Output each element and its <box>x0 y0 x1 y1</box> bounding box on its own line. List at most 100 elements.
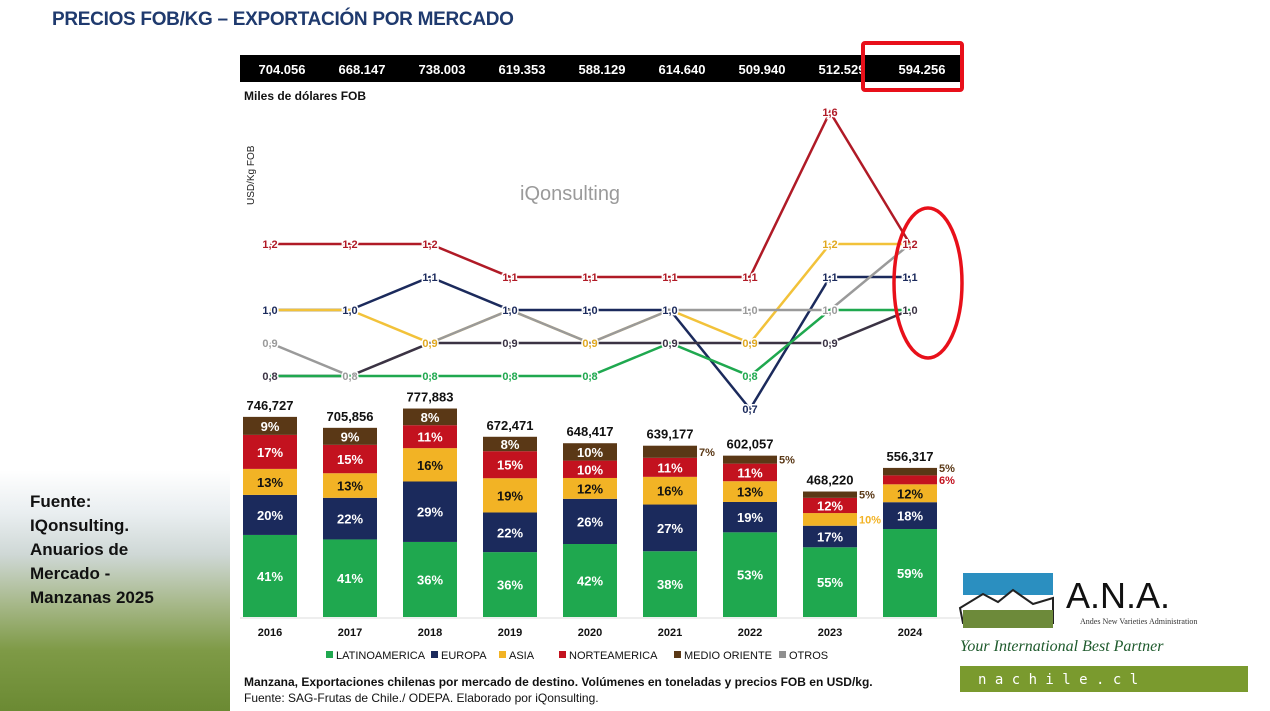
legend-swatch-europa <box>431 651 438 658</box>
bar-segment-norteamerica-2020 <box>563 460 617 478</box>
bar-label: 55% <box>817 575 843 590</box>
bar-segment-medio-oriente-2017 <box>323 427 377 445</box>
legend-swatch-latinoamerica <box>326 651 333 658</box>
line-point-label: 0,8 <box>502 371 517 383</box>
bar-segment-medio-oriente-2022 <box>723 455 777 464</box>
bar-label: 26% <box>577 514 603 529</box>
x-tick-2019: 2019 <box>498 627 522 639</box>
chart-caption: Manzana, Exportaciones chilenas por merc… <box>244 675 873 689</box>
line-point-label: 1,0 <box>662 305 677 317</box>
legend-label: NORTEAMERICA <box>569 650 658 662</box>
bar-label: 36% <box>417 572 443 587</box>
logo-url: n a c h i l e . c l <box>978 672 1138 688</box>
bar-label: 59% <box>897 566 923 581</box>
bar-label: 36% <box>497 578 523 593</box>
bar-total-2020: 648,417 <box>567 424 614 439</box>
bar-segment-asia-2022 <box>723 481 777 502</box>
bar-segment-medio-oriente-2019 <box>483 436 537 452</box>
bar-segment-latinoamerica-2018 <box>403 541 457 617</box>
bar-segment-latinoamerica-2016 <box>243 534 297 617</box>
x-tick-2021: 2021 <box>658 627 682 639</box>
x-tick-2020: 2020 <box>578 627 602 639</box>
line-point-label: 1,2 <box>342 239 357 251</box>
x-tick-2018: 2018 <box>418 627 442 639</box>
line-point-label: 1,1 <box>742 272 757 284</box>
bar-label: 11% <box>657 460 683 475</box>
bar-label: 11% <box>737 465 763 480</box>
bar-label: 13% <box>737 485 763 500</box>
bar-total-2023: 468,220 <box>807 473 854 488</box>
bar-segment-medio-oriente-2020 <box>563 443 617 461</box>
legend-label: OTROS <box>789 650 828 662</box>
line-point-label: 0,9 <box>502 338 517 350</box>
bar-segment-europa-2020 <box>563 498 617 545</box>
bar-segment-asia-2018 <box>403 448 457 482</box>
bar-label: 6% <box>939 475 955 487</box>
x-tick-2024: 2024 <box>898 627 923 639</box>
line-point-label: 0,8 <box>342 371 357 383</box>
bar-segment-latinoamerica-2024 <box>883 529 937 617</box>
bar-segment-latinoamerica-2020 <box>563 544 617 617</box>
bar-label: 20% <box>257 508 283 523</box>
bar-label: 12% <box>897 486 923 501</box>
bar-segment-latinoamerica-2023 <box>803 547 857 617</box>
bar-label: 5% <box>939 463 955 475</box>
bar-segment-norteamerica-2021 <box>643 457 697 477</box>
bar-label: 13% <box>257 475 283 490</box>
bar-segment-medio-oriente-2023 <box>803 491 857 498</box>
x-tick-2022: 2022 <box>738 627 762 639</box>
bar-segment-latinoamerica-2022 <box>723 532 777 617</box>
line-point-label: 1,1 <box>422 272 437 284</box>
line-point-label: 1,2 <box>902 239 917 251</box>
strip-value-2022: 509.940 <box>739 62 786 77</box>
bar-label: 17% <box>817 530 843 545</box>
line-point-label: 1,0 <box>502 305 517 317</box>
bar-segment-europa-2018 <box>403 481 457 542</box>
y-axis-label: USD/Kg FOB <box>246 145 257 205</box>
line-point-label: 0,8 <box>742 371 757 383</box>
legend-label: LATINOAMERICA <box>336 650 426 662</box>
legend-swatch-asia <box>499 651 506 658</box>
bar-label: 8% <box>421 410 440 425</box>
legend-swatch-norteamerica <box>559 651 566 658</box>
bar-label: 42% <box>577 574 603 589</box>
line-point-label: 1,2 <box>262 239 277 251</box>
bar-total-2022: 602,057 <box>727 437 774 452</box>
line-point-label: 1,0 <box>342 305 357 317</box>
line-point-label: 1,0 <box>902 305 917 317</box>
x-tick-2023: 2023 <box>818 627 842 639</box>
line-point-label: 0,9 <box>262 338 277 350</box>
legend-label: ASIA <box>509 650 535 662</box>
line-point-label: 1,1 <box>502 272 517 284</box>
line-point-label: 0,8 <box>422 371 437 383</box>
x-tick-2016: 2016 <box>258 627 282 639</box>
logo-name: A.N.A. <box>1066 575 1170 616</box>
bar-segment-asia-2023 <box>803 513 857 526</box>
bar-segment-asia-2016 <box>243 468 297 495</box>
line-point-label: 1,0 <box>822 305 837 317</box>
bar-total-2019: 672,471 <box>487 418 534 433</box>
bar-segment-asia-2021 <box>643 476 697 505</box>
strip-title: Miles de dólares FOB <box>244 89 366 103</box>
bar-label: 41% <box>337 571 363 586</box>
bar-segment-latinoamerica-2017 <box>323 539 377 617</box>
highlight-box <box>861 41 964 92</box>
bar-segment-norteamerica-2017 <box>323 444 377 474</box>
line-point-label: 0,7 <box>742 404 757 416</box>
bar-label: 29% <box>417 505 443 520</box>
bar-total-2017: 705,856 <box>327 409 374 424</box>
x-tick-2017: 2017 <box>338 627 362 639</box>
bar-segment-medio-oriente-2018 <box>403 408 457 426</box>
line-point-label: 1,0 <box>262 305 277 317</box>
bar-label: 18% <box>897 509 923 524</box>
line-latinoamerica <box>270 308 910 378</box>
ana-logo: A.N.A. Andes New Varieties Administratio… <box>958 573 1248 692</box>
line-asia <box>270 242 910 345</box>
line-europa <box>270 275 910 412</box>
line-medio-oriente <box>270 308 911 378</box>
bar-segment-europa-2022 <box>723 501 777 533</box>
bar-label: 12% <box>817 498 843 513</box>
bar-label: 10% <box>859 514 881 526</box>
line-point-label: 0,9 <box>582 338 597 350</box>
value-strip <box>240 55 962 82</box>
